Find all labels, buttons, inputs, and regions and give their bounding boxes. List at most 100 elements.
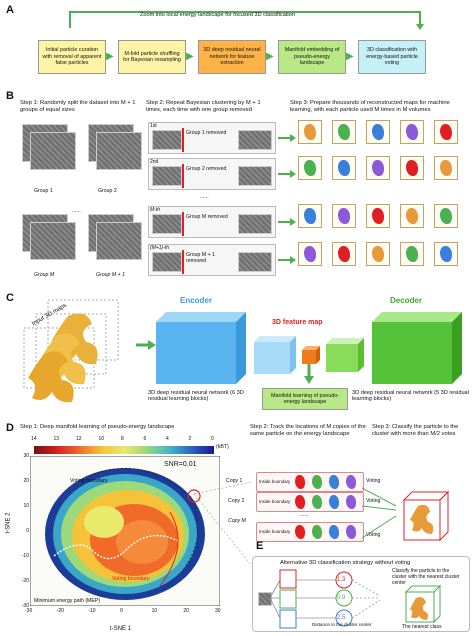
y-tick: 10 bbox=[23, 503, 29, 509]
copy-row: Inside boundary bbox=[256, 522, 364, 542]
d-dots: ...... bbox=[300, 512, 309, 518]
run-1-label: 1st bbox=[150, 123, 157, 129]
panel-letter-c: C bbox=[6, 292, 14, 304]
copy-1-label: Copy 1 bbox=[226, 478, 243, 484]
colorbar-tick: 0 bbox=[211, 436, 214, 442]
reconstructed-map bbox=[400, 156, 424, 180]
map-density bbox=[304, 124, 316, 140]
run-1-removed: Group 1 removed bbox=[186, 130, 227, 136]
reconstructed-map bbox=[434, 156, 458, 180]
panel-letter-e: E bbox=[256, 540, 264, 552]
panel-letter-a: A bbox=[6, 4, 14, 16]
copy-row-density bbox=[312, 495, 322, 509]
voting-boundary-top: Voting boundary bbox=[70, 478, 108, 484]
x-tick: 0 bbox=[120, 608, 123, 614]
b-step2-text: Step 2: Repeat Bayesian clustering by M … bbox=[146, 100, 261, 113]
decoder-cube bbox=[372, 312, 462, 384]
manifold-box: Manifold learning of pseudo-energy lands… bbox=[262, 388, 348, 410]
map-density bbox=[440, 208, 452, 224]
reconstructed-map bbox=[332, 156, 356, 180]
x-axis-label: t-SNE 1 bbox=[110, 626, 132, 632]
copy-row-density bbox=[295, 525, 305, 539]
d-step1-text: Step 1: Deep manifold learning of pseudo… bbox=[20, 424, 175, 430]
b-step1-text: Step 1: Randomly split the dataset into … bbox=[20, 100, 136, 113]
group2-label: Group 2 bbox=[98, 188, 117, 194]
groupM-stack-back bbox=[30, 222, 76, 260]
groupM1-stack-back bbox=[96, 222, 142, 260]
colorbar-tick: 4 bbox=[166, 436, 169, 442]
run-2-removed: Group 2 removed bbox=[186, 166, 227, 172]
voting-arrows bbox=[362, 487, 397, 539]
reconstructed-map bbox=[366, 242, 390, 266]
colorbar-tick: 6 bbox=[143, 436, 147, 442]
d-step3-text: Step 3: Classify the particle to the clu… bbox=[372, 424, 459, 437]
copy-row-density bbox=[346, 495, 356, 509]
map-density bbox=[406, 160, 418, 176]
y-tick: 20 bbox=[23, 478, 29, 484]
copy-row: Inside boundary bbox=[256, 472, 364, 492]
copy-row-density bbox=[295, 475, 305, 489]
bottleneck-cubes bbox=[254, 336, 364, 374]
flow-box-shuffling: M-fold particle shuffling for Bayesian r… bbox=[118, 40, 186, 74]
e-nearest-cube bbox=[404, 584, 442, 624]
map-density bbox=[406, 246, 418, 262]
x-ticks: -30 -20 -10 0 10 20 30 bbox=[25, 608, 221, 616]
flow-arrow-4: ▶ bbox=[346, 51, 354, 62]
reconstructed-map bbox=[332, 120, 356, 144]
group1-label: Group 1 bbox=[34, 188, 53, 194]
copy-row-density bbox=[329, 495, 339, 509]
flow-box-resnet: 3D deep residual neural network for feat… bbox=[198, 40, 266, 74]
copy-row-density bbox=[312, 525, 322, 539]
reconstructed-map bbox=[366, 156, 390, 180]
voting-1: Voting bbox=[366, 478, 381, 484]
copy-row-density bbox=[329, 475, 339, 489]
x-tick: -20 bbox=[56, 608, 64, 614]
colorbar-tick: 12 bbox=[76, 436, 82, 442]
copy-row-density bbox=[329, 525, 339, 539]
d-step2-text: Step 2: Track the locations of M copies … bbox=[250, 424, 366, 437]
energy-landscape-plot bbox=[30, 456, 220, 606]
input-arrow bbox=[136, 340, 156, 350]
reconstructed-map bbox=[298, 242, 322, 266]
run-M-thumb bbox=[152, 214, 182, 234]
zoom-label: Zoom into local energy landscape for foc… bbox=[140, 12, 295, 18]
x-tick: -30 bbox=[25, 608, 33, 614]
input-maps-stack bbox=[23, 299, 119, 403]
e-nearest-label: The nearest class bbox=[402, 624, 442, 630]
group2-stack-back bbox=[96, 132, 142, 170]
y-tick: -30 bbox=[21, 603, 29, 609]
x-tick: 30 bbox=[215, 608, 221, 614]
zoom-dash-lines bbox=[194, 481, 253, 567]
colorbar bbox=[34, 446, 214, 454]
copy-row-inside-label: Inside boundary bbox=[259, 499, 291, 504]
reconstructed-map bbox=[298, 156, 322, 180]
group1-stack-back bbox=[30, 132, 76, 170]
colorbar-tick: 14 bbox=[31, 436, 37, 442]
panel-letter-b: B bbox=[6, 90, 14, 102]
reconstructed-map bbox=[366, 120, 390, 144]
run-M1-thumb bbox=[152, 252, 182, 272]
copy-row-density bbox=[346, 525, 356, 539]
flow-arrow-1: ▶ bbox=[106, 51, 114, 62]
feature-map-title: 3D feature map bbox=[272, 319, 323, 326]
reconstructed-maps-grid bbox=[298, 120, 470, 280]
zoom-loop-arrow bbox=[69, 11, 424, 30]
reconstructed-map bbox=[434, 120, 458, 144]
mep-label: Minimum energy path (MEP) bbox=[34, 598, 101, 604]
panel-e-frame bbox=[252, 556, 470, 632]
voting-2: Voting bbox=[366, 498, 381, 504]
encoder-title: Encoder bbox=[180, 296, 213, 305]
y-tick: 30 bbox=[23, 453, 29, 459]
voting-M: Voting bbox=[366, 532, 381, 538]
b-dots-mid: ...... bbox=[200, 194, 209, 200]
reconstructed-map bbox=[366, 204, 390, 228]
flow-box-manifold: Manifold embedding of pseudo-energy land… bbox=[278, 40, 346, 74]
map-density bbox=[304, 208, 316, 224]
e-distance-1: 1.3 bbox=[337, 577, 346, 583]
x-tick: -10 bbox=[88, 608, 96, 614]
y-tick: -10 bbox=[21, 553, 29, 559]
colorbar-tick: 13 bbox=[53, 436, 60, 442]
copy-M-label: Copy M bbox=[228, 518, 246, 524]
b-dots-left: ...... bbox=[72, 208, 81, 214]
copy-row: Inside boundary bbox=[256, 492, 364, 512]
